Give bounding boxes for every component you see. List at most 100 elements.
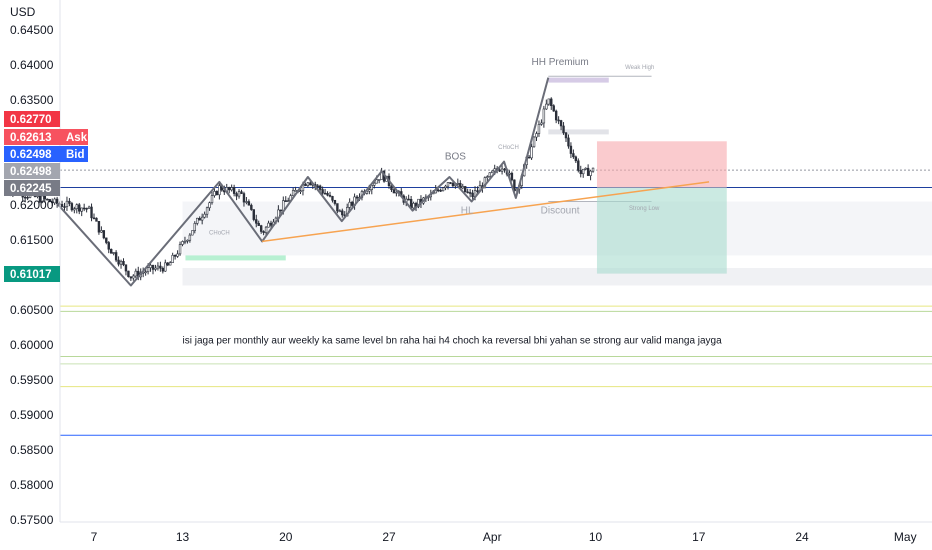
candle-body	[471, 192, 474, 198]
candle-body	[78, 204, 81, 212]
chart-label: BOS	[445, 152, 466, 163]
candle-body	[412, 203, 415, 209]
x-tick-label: Apr	[483, 530, 502, 544]
y-tick-label: 0.62000	[10, 198, 54, 212]
candle-body	[306, 182, 310, 186]
x-tick-label: 13	[176, 530, 190, 544]
chart-label: Weak High	[625, 65, 654, 71]
candle-body	[574, 156, 578, 162]
price-tag	[4, 163, 60, 179]
candle-body	[97, 221, 101, 233]
candle-body	[23, 196, 27, 199]
candle-body	[242, 193, 246, 203]
x-tick-label: 10	[589, 530, 603, 544]
candle-body	[476, 190, 479, 192]
x-tick-label: May	[894, 530, 917, 544]
candle-body	[468, 192, 472, 194]
price-tag-label: Ask	[66, 132, 88, 144]
price-tag	[4, 266, 60, 282]
y-tick-label: 0.64500	[10, 23, 54, 37]
price-tag-value: 0.61017	[10, 269, 52, 281]
candle-body	[537, 124, 541, 134]
candle-body	[331, 196, 334, 201]
candle-body	[572, 153, 575, 158]
candle-body	[183, 240, 187, 243]
candle-body	[500, 168, 504, 172]
candle-body	[117, 259, 120, 265]
candle-body	[284, 200, 287, 202]
position-zones	[596, 141, 727, 274]
candle-body	[210, 195, 214, 204]
candle-body	[144, 271, 147, 274]
x-tick-label: 24	[795, 530, 809, 544]
candle-body	[392, 189, 396, 194]
candle-body	[159, 265, 162, 269]
y-tick-label: 0.58500	[10, 443, 54, 457]
candle-body	[564, 132, 568, 139]
candle-body	[114, 252, 118, 261]
price-tag-value: 0.62770	[10, 114, 52, 126]
candle-body	[279, 209, 283, 212]
zone-band	[182, 268, 932, 286]
candle-body	[441, 187, 445, 192]
swing-line	[56, 77, 550, 287]
chart-label: HL	[461, 205, 474, 216]
zone-band	[182, 235, 932, 242]
candle-body	[193, 223, 196, 231]
candle-body	[466, 191, 469, 194]
candle-body	[48, 199, 51, 203]
candle-body	[218, 185, 221, 196]
candle-body	[87, 206, 91, 209]
candle-body	[164, 262, 167, 272]
candle-body	[577, 160, 580, 171]
candle-body	[309, 182, 312, 186]
candle-body	[407, 198, 410, 201]
candle-body	[299, 190, 302, 193]
candle-body	[375, 179, 378, 184]
candle-body	[584, 167, 587, 170]
candle-body	[171, 254, 174, 263]
candle-body	[107, 242, 110, 250]
candle-body	[464, 186, 467, 193]
candle-body	[323, 192, 327, 195]
candle-body	[132, 275, 135, 279]
chart-annotation: isi jaga per monthly aur weekly ka same …	[183, 336, 723, 347]
candle-body	[82, 207, 86, 210]
candle-body	[68, 200, 71, 204]
x-axis-ticks: 7 13 20 27 Apr 10 17 24 May	[91, 530, 917, 544]
candle-body	[294, 190, 297, 192]
candle-body	[173, 254, 177, 257]
candle-body	[166, 262, 169, 266]
candle-body	[591, 167, 595, 172]
candle-body	[95, 217, 98, 222]
candle-body	[75, 204, 78, 210]
candle-body	[51, 201, 54, 204]
y-tick-label: 0.59000	[10, 408, 54, 422]
candle-body	[390, 185, 393, 191]
candle-body	[63, 206, 66, 208]
price-tag	[4, 180, 60, 196]
price-tag-label: Bid	[66, 149, 85, 161]
candle-body	[341, 210, 344, 216]
candle-body	[156, 265, 160, 269]
x-tick-label: 7	[91, 530, 98, 544]
candle-body	[198, 217, 201, 221]
zone-band	[182, 201, 932, 212]
candle-body	[338, 210, 342, 213]
candle-body	[119, 261, 123, 265]
chart-label: Strong Low	[629, 206, 660, 212]
candle-body	[552, 105, 555, 112]
candle-body	[240, 191, 243, 194]
candle-body	[169, 262, 172, 266]
candle-body	[73, 208, 76, 211]
chart-label: CHoCH	[498, 145, 519, 151]
candle-body	[247, 201, 251, 206]
chart-label: CHoCH	[209, 230, 230, 236]
candle-body	[191, 230, 194, 236]
candle-body	[498, 169, 501, 172]
candle-body	[562, 125, 565, 134]
candle-body	[355, 196, 359, 199]
price-tag	[4, 129, 60, 145]
candle-body	[134, 270, 137, 277]
